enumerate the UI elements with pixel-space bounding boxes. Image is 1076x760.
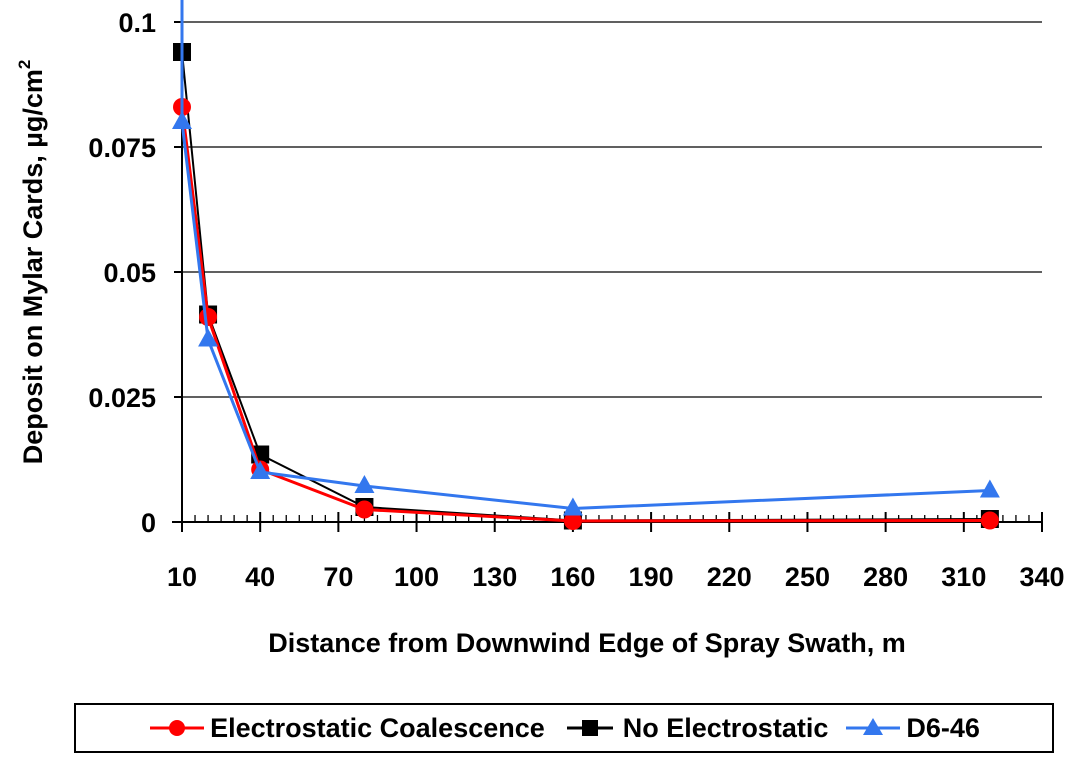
y-tick-label: 0 <box>141 508 156 538</box>
y-tick-label: 0.075 <box>88 133 156 163</box>
legend-item-d6-46: D6-46 <box>844 713 980 744</box>
data-point-circle <box>980 511 999 530</box>
legend-item-no-electrostatic: No Electrostatic <box>561 712 829 744</box>
y-axis-title-superscript: 2 <box>15 60 34 69</box>
data-point-triangle <box>198 328 219 347</box>
y-axis-title: Deposit on Mylar Cards, µg/cm2 <box>15 60 48 465</box>
y-tick-label: 0.1 <box>118 8 156 38</box>
series-layer <box>172 0 1000 530</box>
series-electrostatic-coalescence <box>173 98 999 530</box>
legend-label: Electrostatic Coalescence <box>210 712 545 743</box>
x-tick-label: 310 <box>941 562 986 592</box>
data-point-triangle <box>979 479 1000 498</box>
x-tick-labels: 10 40 70 100 130 160 190 220 250 280 310 340 <box>167 562 1065 592</box>
y-tick-label: 0.025 <box>88 383 156 413</box>
x-tick-label: 190 <box>629 562 674 592</box>
gridlines <box>182 21 1042 398</box>
legend-label: No Electrostatic <box>622 712 829 743</box>
x-tick-label: 40 <box>245 562 275 592</box>
x-tick-label: 10 <box>167 562 197 592</box>
chart: 0 0.025 0.05 0.075 0.1 10 40 70 100 130 160 190 220… <box>15 0 1065 658</box>
y-tick-labels: 0 0.025 0.05 0.075 0.1 <box>88 8 156 538</box>
data-point-circle <box>199 308 218 326</box>
legend-swatch-square-icon <box>566 720 613 736</box>
y-tick-label: 0.05 <box>103 258 156 288</box>
series-line <box>181 51 990 522</box>
legend-swatch-triangle-icon <box>846 718 901 735</box>
series-line <box>180 106 990 523</box>
data-point-triangle <box>562 497 583 516</box>
data-point-triangle <box>354 475 375 493</box>
x-tick-label: 130 <box>472 562 517 592</box>
series-d6-46 <box>172 0 1000 516</box>
legend-item-electrostatic-coalescence: Electrostatic Coalescence <box>148 713 545 744</box>
x-tick-label: 280 <box>863 562 908 592</box>
x-tick-label: 160 <box>550 562 595 592</box>
x-axis-title: Distance from Downwind Edge of Spray Swa… <box>268 628 906 658</box>
axes <box>172 8 1042 532</box>
y-axis-title-text: Deposit on Mylar Cards, µg/cm <box>18 69 48 464</box>
x-tick-label: 100 <box>394 562 439 592</box>
x-tick-label: 250 <box>785 562 830 592</box>
legend: Electrostatic Coalescence No Electrostat… <box>74 703 1054 753</box>
series-line <box>180 121 990 511</box>
legend-label: D6-46 <box>906 712 980 743</box>
data-point-circle <box>563 512 582 530</box>
series-no-electrostatic <box>173 43 999 530</box>
data-point-circle <box>355 500 374 519</box>
legend-swatch-circle-icon <box>150 720 205 736</box>
data-point-triangle <box>172 111 192 129</box>
x-tick-label: 340 <box>1019 562 1064 592</box>
x-tick-label: 70 <box>323 562 353 592</box>
x-tick-label: 220 <box>707 562 752 592</box>
data-point-triangle <box>250 461 271 479</box>
